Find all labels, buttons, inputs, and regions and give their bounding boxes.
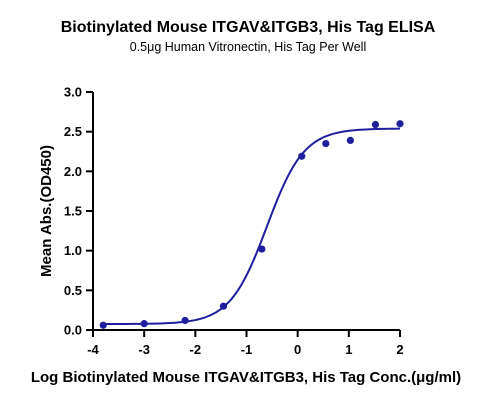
data-point bbox=[181, 316, 189, 325]
y-tick-label: 0.5 bbox=[64, 283, 82, 298]
y-tick-label: 1.5 bbox=[64, 204, 82, 219]
data-point bbox=[298, 152, 306, 160]
data-point bbox=[140, 320, 148, 328]
data-point bbox=[219, 302, 228, 310]
data-point bbox=[346, 136, 354, 144]
plot-area bbox=[99, 120, 404, 329]
x-tick-label: -3 bbox=[138, 342, 150, 357]
chart-subtitle: 0.5μg Human Vitronectin, His Tag Per Wel… bbox=[130, 40, 366, 54]
y-axis-label: Mean Abs.(OD450) bbox=[38, 145, 55, 277]
y-tick-label: 2.5 bbox=[64, 124, 82, 139]
y-axis: 0.0 0.5 1.0 1.5 2.0 2.5 3.0 bbox=[64, 85, 94, 338]
data-point bbox=[371, 120, 380, 129]
x-axis-label: Log Biotinylated Mouse ITGAV&ITGB3, His … bbox=[31, 369, 461, 386]
x-tick-label: -4 bbox=[87, 342, 99, 357]
x-tick-label: 2 bbox=[396, 342, 403, 357]
y-tick-label: 0.0 bbox=[64, 323, 82, 338]
x-tick-label: 1 bbox=[345, 342, 352, 357]
x-tick-label: -1 bbox=[241, 342, 253, 357]
x-tick-label: -2 bbox=[190, 342, 202, 357]
y-tick-label: 1.0 bbox=[64, 243, 82, 258]
data-point bbox=[258, 245, 266, 253]
y-tick-label: 3.0 bbox=[64, 85, 82, 100]
data-point bbox=[396, 120, 404, 128]
chart-title: Biotinylated Mouse ITGAV&ITGB3, His Tag … bbox=[61, 19, 436, 36]
fit-curve bbox=[103, 127, 401, 326]
y-tick-label: 2.0 bbox=[64, 164, 82, 179]
x-tick-label: 0 bbox=[294, 342, 301, 357]
x-axis: -4 -3 -2 -1 0 1 2 bbox=[87, 329, 404, 357]
data-point bbox=[99, 321, 107, 329]
data-point bbox=[322, 139, 330, 148]
